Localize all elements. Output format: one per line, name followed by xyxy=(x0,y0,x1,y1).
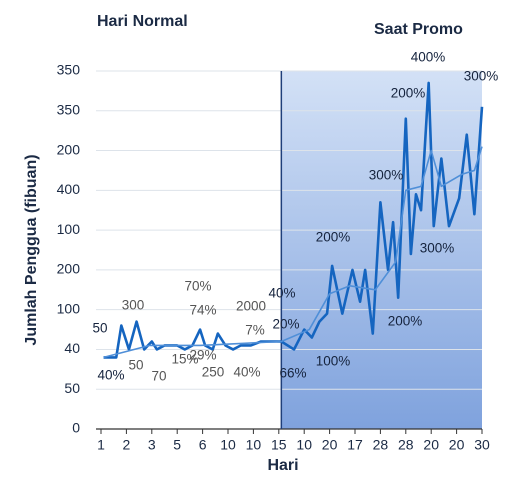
annotation: 50 xyxy=(128,358,143,373)
annotation: 50 xyxy=(92,321,107,336)
x-tick-label: 28 xyxy=(398,437,414,453)
annotation: 7% xyxy=(245,323,265,338)
annotation: 100% xyxy=(316,354,351,369)
y-tick-label: 50 xyxy=(64,380,80,396)
x-tick-label: 6 xyxy=(199,437,207,453)
annotation: 40% xyxy=(97,368,124,383)
y-tick-label: 350 xyxy=(57,101,81,117)
y-tick-label: 40 xyxy=(64,340,80,356)
x-tick-label: 20 xyxy=(423,437,439,453)
y-tick-label: 400 xyxy=(57,181,81,197)
annotation: 74% xyxy=(189,303,216,318)
annotation: 66% xyxy=(279,366,306,381)
annotation: 400% xyxy=(411,50,446,65)
promo-region xyxy=(281,71,482,429)
x-tick-label: 2 xyxy=(123,437,131,453)
title-right: Saat Promo xyxy=(374,21,463,38)
annotation: 2000 xyxy=(236,299,266,314)
x-tick-label: 15 xyxy=(271,437,287,453)
x-tick-label: 20 xyxy=(449,437,465,453)
annotation: 300% xyxy=(369,168,404,183)
x-axis-label: Hari xyxy=(267,457,298,474)
title-left: Hari Normal xyxy=(97,13,188,30)
annotation: 300 xyxy=(122,298,145,313)
y-tick-label: 200 xyxy=(57,141,81,157)
annotation: 40% xyxy=(268,286,295,301)
annotation: 20% xyxy=(272,317,299,332)
annotation: 15% xyxy=(171,352,198,367)
annotation: 300% xyxy=(464,69,499,84)
x-tick-label: 20 xyxy=(322,437,338,453)
annotation: 250 xyxy=(202,365,225,380)
annotation: 200% xyxy=(316,230,351,245)
annotation: 70% xyxy=(184,279,211,294)
x-tick-label: 1 xyxy=(97,437,105,453)
y-tick-label: 0 xyxy=(72,420,80,436)
y-tick-label: 100 xyxy=(57,300,81,316)
x-tick-label: 10 xyxy=(296,437,312,453)
data-line xyxy=(103,146,483,359)
x-tick-label: 10 xyxy=(246,437,262,453)
x-tick-label: 10 xyxy=(220,437,236,453)
y-tick-label: 200 xyxy=(57,261,81,277)
annotation: 29% xyxy=(189,348,216,363)
annotation: 40% xyxy=(233,365,260,380)
annotation: 200% xyxy=(391,86,426,101)
x-tick-label: 3 xyxy=(148,437,156,453)
annotation: 200% xyxy=(388,314,423,329)
x-tick-label: 17 xyxy=(347,437,363,453)
x-tick-label: 30 xyxy=(474,437,490,453)
y-axis-label: Jumlah Penggua (fibuan) xyxy=(23,154,40,345)
y-tick-label: 350 xyxy=(57,62,81,78)
x-tick-label: 28 xyxy=(373,437,389,453)
y-tick-label: 100 xyxy=(57,221,81,237)
x-tick-label: 5 xyxy=(173,437,181,453)
annotation: 70 xyxy=(151,369,166,384)
annotation: 300% xyxy=(420,241,455,256)
